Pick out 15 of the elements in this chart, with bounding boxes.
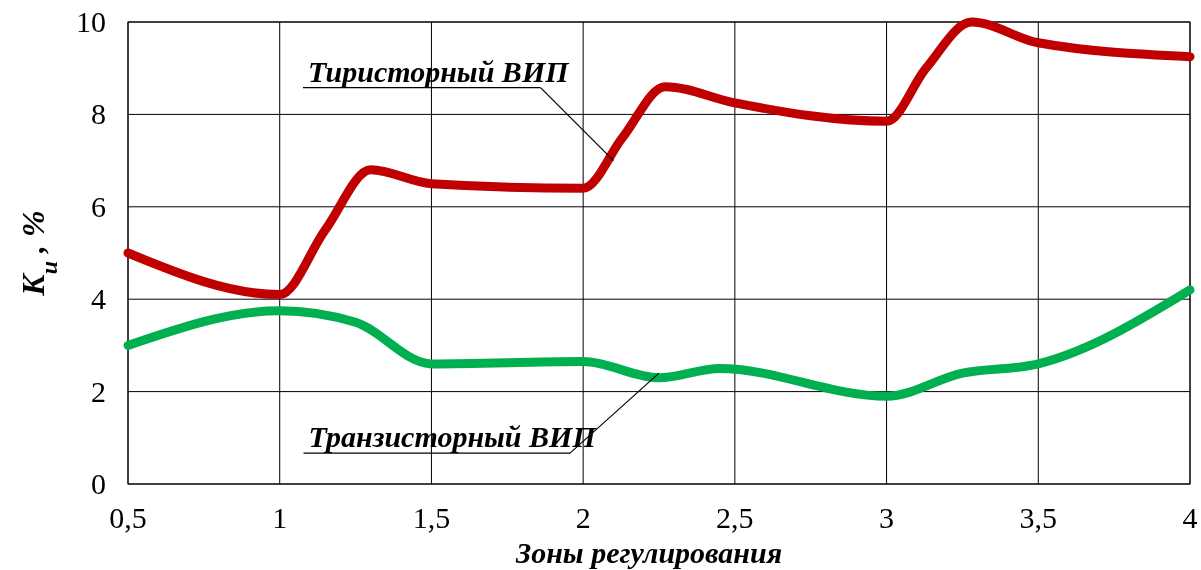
x-tick-label: 0,5 xyxy=(109,501,147,534)
y-tick-label: 8 xyxy=(91,97,106,131)
x-tick-label: 1 xyxy=(272,501,288,534)
y-tick-label: 6 xyxy=(91,189,106,223)
y-tick-label: 0 xyxy=(91,467,106,500)
x-tick-label: 2,5 xyxy=(716,501,754,534)
y-tick-label: 4 xyxy=(91,282,106,316)
x-tick-label: 3,5 xyxy=(1019,501,1058,534)
x-tick-label: 1,5 xyxy=(412,501,451,534)
y-tick-label: 10 xyxy=(76,5,106,38)
x-tick-label: 4 xyxy=(1182,501,1198,534)
x-tick-label: 3 xyxy=(879,501,895,534)
y-tick-label: 2 xyxy=(91,374,106,408)
x-axis-title: Зоны регулирования xyxy=(514,536,783,569)
x-tick-label: 2 xyxy=(575,501,591,534)
